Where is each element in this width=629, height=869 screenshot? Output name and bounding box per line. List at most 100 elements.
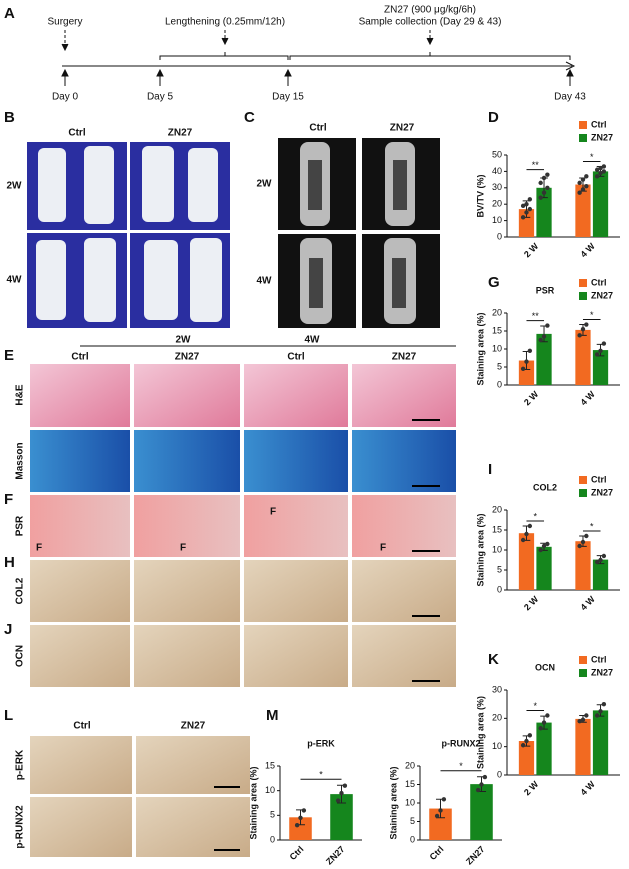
data-point xyxy=(524,531,529,537)
chart-title: COL2 xyxy=(533,482,557,492)
data-point xyxy=(475,787,481,793)
data-point xyxy=(527,206,533,212)
y-tick-label: 15 xyxy=(492,524,502,534)
data-point xyxy=(594,167,600,172)
bar xyxy=(289,817,312,840)
legend-swatch xyxy=(579,292,587,300)
y-tick-label: 5 xyxy=(497,564,502,574)
bar xyxy=(575,184,591,237)
data-point xyxy=(520,203,526,209)
data-point xyxy=(294,823,300,828)
data-point xyxy=(598,709,603,714)
stain-label: OCN xyxy=(15,645,26,667)
data-point xyxy=(598,170,603,176)
y-axis-label: BV/TV (%) xyxy=(475,174,485,217)
data-point xyxy=(598,348,603,353)
data-point xyxy=(541,720,547,725)
data-point xyxy=(584,713,589,718)
y-axis-label: Staining area (%) xyxy=(475,696,485,769)
significance-label: * xyxy=(590,152,594,162)
legend-label: ZN27 xyxy=(591,290,613,300)
y-tick-label: 5 xyxy=(270,810,275,820)
legend-swatch xyxy=(579,279,587,287)
data-point xyxy=(520,537,526,543)
bar xyxy=(330,794,353,840)
histology-grid xyxy=(30,345,456,687)
x-tick-label: 4 W xyxy=(578,779,597,798)
row-label: 4W xyxy=(7,275,23,286)
data-point xyxy=(577,180,582,186)
stain-label: H&E xyxy=(15,384,26,405)
legend-label: Ctrl xyxy=(591,277,607,287)
data-point xyxy=(335,798,341,803)
data-point xyxy=(594,174,600,179)
y-tick-label: 10 xyxy=(492,741,502,751)
data-point xyxy=(524,210,529,215)
data-point xyxy=(541,190,547,195)
y-tick-label: 10 xyxy=(405,797,415,807)
data-point xyxy=(545,713,550,718)
column-label: ZN27 xyxy=(175,352,200,363)
data-point xyxy=(527,733,533,738)
timeline xyxy=(61,30,576,86)
data-point xyxy=(580,539,586,545)
panel-letter: J xyxy=(4,621,12,638)
column-label: Ctrl xyxy=(309,123,326,134)
y-tick-label: 0 xyxy=(497,769,502,779)
column-label: ZN27 xyxy=(181,721,206,732)
data-point xyxy=(524,202,529,207)
data-point xyxy=(301,808,307,813)
row-label: p-RUNX2 xyxy=(15,805,26,849)
data-point xyxy=(545,172,550,177)
data-point xyxy=(598,165,603,171)
bar xyxy=(429,808,452,840)
data-point xyxy=(520,743,526,748)
bar xyxy=(536,333,552,385)
y-tick-label: 10 xyxy=(492,343,502,353)
legend-swatch xyxy=(579,476,587,484)
legend-swatch xyxy=(579,134,587,142)
bar xyxy=(575,541,591,590)
row-label: 4W xyxy=(257,276,273,287)
chart-title: p-ERK xyxy=(307,738,335,748)
legend-swatch xyxy=(579,669,587,677)
y-tick-label: 5 xyxy=(497,361,502,371)
data-point xyxy=(594,352,600,357)
x-tick-label: 4 W xyxy=(578,594,597,613)
data-point xyxy=(524,359,529,364)
panel-letter: D xyxy=(488,109,499,126)
y-tick-label: 0 xyxy=(497,584,502,594)
row-label: 2W xyxy=(7,181,23,192)
y-tick-label: 10 xyxy=(265,785,275,795)
significance-label: ** xyxy=(532,160,540,170)
x-tick-label: Ctrl xyxy=(428,844,446,862)
y-tick-label: 20 xyxy=(405,760,415,770)
x-tick-label: 4 W xyxy=(578,241,597,260)
row-label: p-ERK xyxy=(15,749,26,780)
x-tick-label: 2 W xyxy=(522,594,541,613)
bar xyxy=(518,360,535,385)
column-label: Ctrl xyxy=(73,721,90,732)
panel-letter: A xyxy=(4,5,15,22)
significance-label: * xyxy=(590,521,594,531)
data-point xyxy=(601,553,607,559)
data-point xyxy=(538,726,543,731)
data-point xyxy=(580,327,586,332)
y-tick-label: 10 xyxy=(492,215,502,225)
data-point xyxy=(577,190,582,195)
y-tick-label: 5 xyxy=(410,816,415,826)
data-point xyxy=(601,341,607,346)
event-label: Lengthening (0.25mm/12h) xyxy=(165,17,285,28)
data-point xyxy=(339,790,344,796)
legend-swatch xyxy=(579,121,587,129)
data-point xyxy=(520,215,526,220)
panel-letter: H xyxy=(4,554,15,571)
data-point xyxy=(577,333,582,338)
y-tick-label: 0 xyxy=(497,379,502,389)
legend-label: ZN27 xyxy=(591,132,613,142)
bar xyxy=(518,533,535,590)
data-point xyxy=(434,813,440,819)
timepoint-label: 4W xyxy=(305,335,321,346)
fibrous-mark: F xyxy=(270,507,276,518)
